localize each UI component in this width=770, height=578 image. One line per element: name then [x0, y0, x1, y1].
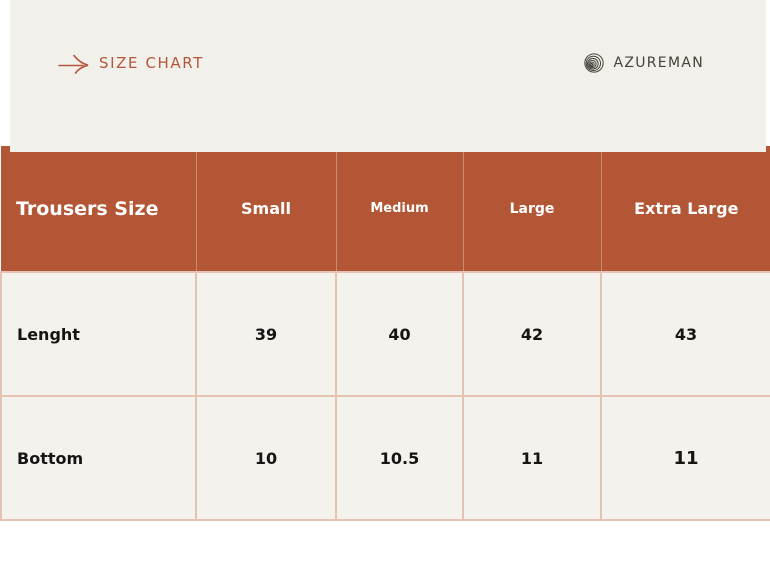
- column-header-extra-large: Extra Large: [601, 146, 770, 272]
- size-chart-table: Trousers Size Small Medium Large Extra L…: [0, 146, 770, 521]
- length-large-value: 42: [462, 271, 602, 397]
- bottom-extra-large-value: 11: [600, 395, 770, 521]
- spiral-logo-icon: [583, 52, 605, 74]
- row-label-bottom: Bottom: [0, 395, 197, 521]
- size-chart-heading: SIZE CHART: [58, 52, 204, 74]
- length-extra-large-value: 43: [600, 271, 770, 397]
- size-chart-title: SIZE CHART: [99, 54, 204, 72]
- bottom-medium-value: 10.5: [335, 395, 464, 521]
- brand-name: AZUREMAN: [613, 55, 704, 71]
- column-header-large: Large: [463, 146, 602, 272]
- bottom-large-value: 11: [462, 395, 602, 521]
- column-header-small: Small: [196, 146, 337, 272]
- table-header-row: Trousers Size Small Medium Large Extra L…: [1, 146, 770, 272]
- brand-lockup: AZUREMAN: [583, 52, 704, 74]
- table-row-length: Lenght 39 40 42 43: [0, 271, 770, 397]
- length-small-value: 39: [195, 271, 337, 397]
- arrow-right-icon: [58, 52, 90, 74]
- column-header-trousers-size: Trousers Size: [1, 146, 197, 272]
- column-header-medium: Medium: [336, 146, 464, 272]
- top-header-panel: SIZE CHART AZUREMAN: [10, 0, 766, 152]
- bottom-small-value: 10: [195, 395, 337, 521]
- length-medium-value: 40: [335, 271, 464, 397]
- table-row-bottom: Bottom 10 10.5 11 11: [0, 395, 770, 521]
- row-label-length: Lenght: [0, 271, 197, 397]
